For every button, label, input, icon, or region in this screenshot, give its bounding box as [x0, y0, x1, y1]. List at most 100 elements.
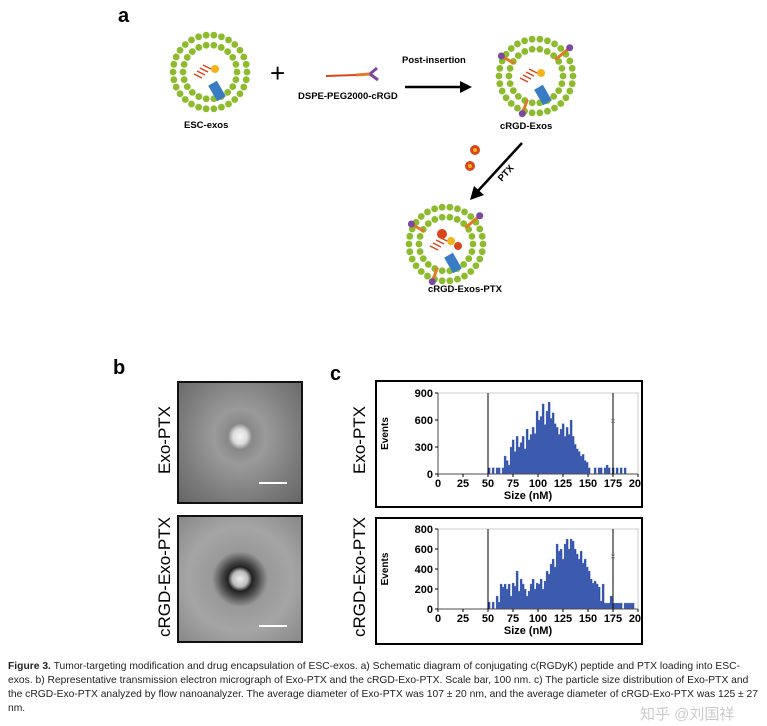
- lipid-bead: [566, 57, 574, 65]
- histogram-bar: [619, 602, 623, 610]
- lipid-bead: [476, 225, 484, 233]
- watermark: 知乎 @刘国祥: [640, 706, 735, 723]
- lipid-bead: [412, 262, 420, 270]
- lipid-bead: [558, 80, 566, 88]
- histogram-bar: [491, 467, 495, 475]
- membrane-protein: [444, 252, 462, 274]
- y-tick-label: 800: [415, 524, 433, 536]
- x-tick-label: 150: [579, 478, 597, 490]
- lipid-bead: [461, 208, 468, 216]
- x-tick-label: 200: [629, 478, 641, 490]
- row-label-crgd-exo-ptx: cRGD-Exo-PTX: [155, 517, 174, 637]
- lipid-bead: [424, 272, 431, 280]
- lipid-bead: [202, 95, 210, 103]
- lipid-bead: [172, 53, 180, 61]
- lipid-bead: [210, 31, 218, 39]
- x-tick-label: 175: [604, 478, 622, 490]
- lipid-bead: [180, 76, 188, 84]
- lipid-bead: [188, 100, 195, 108]
- lipid-bead: [181, 41, 189, 48]
- cargo: [537, 69, 545, 77]
- lipid-bead: [514, 104, 521, 112]
- rna-strand: [432, 242, 442, 248]
- histogram-bar: [623, 467, 627, 475]
- lipid-bead: [555, 87, 563, 94]
- lipid-bead: [179, 68, 187, 76]
- rna-strand: [519, 77, 529, 83]
- lipid-bead: [460, 261, 468, 268]
- lipid-bead: [562, 94, 570, 102]
- rna-strand: [525, 71, 535, 77]
- lipid-bead: [496, 64, 504, 72]
- lipid-bead: [468, 232, 476, 240]
- x-axis-label: Size (nM): [504, 490, 553, 502]
- lipid-bead: [417, 213, 425, 220]
- lipid-bead: [446, 213, 454, 221]
- lipid-bead: [232, 76, 240, 84]
- rna-strand: [435, 239, 445, 245]
- lipid-bead: [505, 72, 513, 80]
- lipid-bead: [438, 277, 446, 285]
- y-tick-label: 600: [415, 415, 433, 427]
- post-insertion-label: Post-insertion: [402, 55, 466, 66]
- crgd-peptide: [476, 212, 484, 220]
- panel-c-label: c: [330, 363, 342, 385]
- lipid-bead: [225, 100, 232, 108]
- lipid-bead: [217, 44, 225, 51]
- histogram-exo-ptx: × 0 25 50 75 100 125 150 175 200 0 300 600 900 Size (n…: [375, 380, 647, 508]
- lipid-bead: [242, 60, 250, 68]
- histogram-bar: [491, 601, 495, 610]
- lipid-bead: [467, 268, 475, 275]
- x-tick-label: 50: [482, 613, 494, 625]
- lipid-bead: [502, 94, 510, 102]
- cargo: [447, 237, 455, 245]
- lipid-bead: [202, 41, 210, 49]
- lipid-bead: [417, 268, 425, 275]
- lipid-bead: [557, 100, 565, 107]
- tem-image-crgd-exo-ptx: [177, 515, 303, 643]
- lipid-bead: [240, 53, 248, 61]
- crgd-peptide: [407, 220, 415, 228]
- lipid-bead: [550, 93, 558, 100]
- esc-exos-vesicle: [169, 31, 251, 113]
- membrane-protein: [208, 80, 226, 102]
- x-tick-label: 75: [507, 613, 519, 625]
- lipid-bead: [431, 205, 438, 213]
- rna-strand: [522, 74, 532, 80]
- rna-strand: [193, 73, 203, 79]
- histogram-bar: [619, 467, 623, 475]
- crgd-exos-vesicle: [495, 35, 577, 118]
- lipid-bead: [521, 37, 528, 45]
- lipid-bead: [551, 40, 558, 48]
- esc-exos-label: ESC-exos: [184, 120, 229, 131]
- reagent-label: DSPE-PEG2000-cRGD: [298, 91, 398, 102]
- histogram-bar: [607, 467, 611, 475]
- lipid-bead: [509, 87, 517, 94]
- lipid-bead: [233, 68, 241, 76]
- lipid-bead: [569, 72, 577, 80]
- lipid-bead: [454, 275, 461, 283]
- lipid-bead: [536, 109, 544, 117]
- rna-strand: [429, 245, 439, 251]
- lipid-bead: [202, 31, 210, 39]
- lipid-bead: [431, 216, 439, 223]
- y-axis-label: Events: [380, 417, 391, 450]
- lipid-bead: [544, 37, 551, 45]
- ptx: [437, 229, 447, 239]
- y-tick-label: 200: [415, 584, 433, 596]
- ptx-drug-icon: [465, 145, 480, 171]
- lipid-bead: [224, 89, 232, 96]
- x-tick-label: 150: [579, 613, 597, 625]
- lipid-bead: [416, 248, 424, 256]
- lipid-bead: [183, 83, 191, 90]
- rna-strand: [199, 67, 209, 73]
- chart-row-label-crgd-exo-ptx: cRGD-Exo-PTX: [350, 517, 369, 637]
- lipid-bead: [408, 255, 416, 263]
- lipid-bead: [521, 48, 529, 55]
- rna-strand: [196, 70, 206, 76]
- lipid-bead: [188, 48, 196, 55]
- lipid-bead: [195, 93, 203, 100]
- lipid-bead: [183, 54, 191, 61]
- cargo: [211, 65, 219, 73]
